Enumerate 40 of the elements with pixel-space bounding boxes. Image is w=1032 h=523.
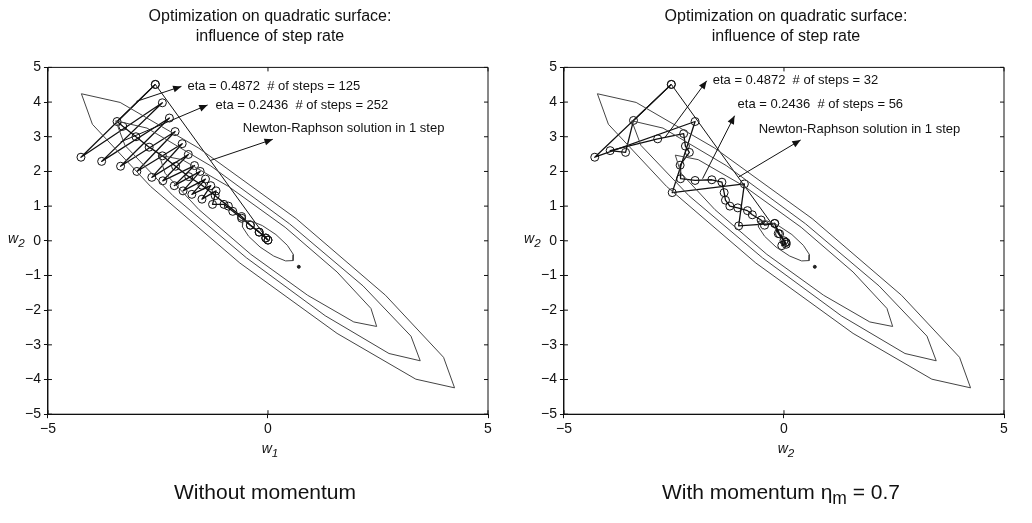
y-tick-label: 5: [33, 58, 42, 75]
y-tick-label: 3: [549, 127, 558, 144]
y-tick-label: 0: [549, 231, 558, 248]
x-axis-title: w$_{2}$: [776, 440, 796, 459]
y-tick-label: 3: [33, 127, 42, 144]
x-tick-label: 5: [1000, 420, 1009, 437]
y-tick-label: 0: [33, 231, 42, 248]
x-tick-label: 0: [264, 420, 273, 437]
y-tick-label: 4: [33, 92, 42, 109]
annotation: eta = 0.4872 # of steps = 125: [187, 77, 361, 93]
annotation: Newton-Raphson solution in 1 step: [758, 120, 961, 136]
text: Without momentum: [172, 480, 358, 504]
annotation: eta = 0.2436 # of steps = 252: [215, 96, 389, 112]
y-tick-label: 1: [549, 196, 558, 213]
annotation: eta = 0.4872 # of steps = 32: [712, 72, 879, 88]
annotation: Newton-Raphson solution in 1 step: [242, 119, 445, 135]
y-tick-label: 5: [549, 58, 558, 75]
y-tick-label: −3: [24, 335, 42, 352]
y-tick-label: −1: [540, 266, 558, 283]
text: With momentum η$_{m}$ = 0.7: [660, 480, 902, 510]
y-tick-label: 2: [33, 162, 42, 179]
y-tick-label: 2: [549, 162, 558, 179]
chart-title: Optimization on quadratic surface: influence of step rate: [663, 6, 909, 46]
x-axis-title: w$_{1}$: [260, 440, 280, 459]
y-tick-label: −2: [24, 301, 42, 318]
y-tick-label: −4: [24, 370, 42, 387]
y-axis-title: w$_{2}$: [8, 230, 25, 249]
x-tick-label: 0: [780, 420, 789, 437]
y-tick-label: 1: [33, 196, 42, 213]
y-tick-label: 4: [549, 92, 558, 109]
y-tick-label: −3: [540, 335, 558, 352]
y-tick-label: −1: [24, 266, 42, 283]
y-tick-label: −5: [540, 405, 558, 422]
y-axis-title: w$_{2}$: [524, 230, 541, 249]
chart-title: Optimization on quadratic surface: influence of step rate: [147, 6, 393, 46]
y-tick-label: −5: [24, 405, 42, 422]
x-tick-label: 5: [484, 420, 493, 437]
y-tick-label: −4: [540, 370, 558, 387]
y-tick-label: −2: [540, 301, 558, 318]
annotation: eta = 0.2436 # of steps = 56: [737, 96, 904, 112]
